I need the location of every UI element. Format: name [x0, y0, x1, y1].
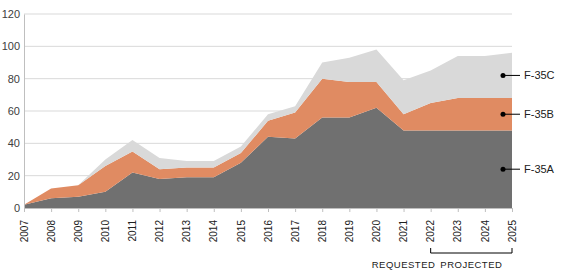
tick-label: 2015: [236, 220, 247, 243]
tick: 2019: [344, 208, 355, 242]
y-axis: 0 20 40 60 80 100 120: [2, 8, 25, 214]
tick-mark: [160, 208, 161, 212]
tick-label: 2019: [344, 220, 355, 243]
tick-label: 40: [8, 137, 20, 149]
bracket: [431, 248, 512, 253]
tick: 100: [2, 40, 24, 52]
annotation: PROJECTED: [440, 259, 502, 270]
legend-dot: [501, 167, 506, 172]
legend-leader: [503, 75, 520, 76]
tick-mark: [214, 208, 215, 212]
legend-item: F-35A: [501, 163, 555, 175]
tick: 40: [8, 137, 24, 149]
axis-line: [24, 15, 25, 209]
tick-label: 2023: [452, 220, 463, 243]
tick-mark: [404, 208, 405, 212]
tick-mark: [295, 208, 296, 212]
tick-label: 2013: [181, 220, 192, 243]
area: [24, 50, 512, 205]
tick: 2009: [73, 208, 84, 242]
tick: 2015: [236, 208, 247, 242]
tick-label: 2009: [73, 220, 84, 243]
tick: 2014: [208, 208, 219, 242]
tick: 2007: [19, 208, 30, 242]
tick-mark: [376, 208, 377, 212]
tick-label: 2007: [19, 220, 30, 243]
tick-mark: [431, 208, 432, 212]
chart: 0204060801001202007200820092010201120122…: [0, 0, 576, 274]
tick: 2017: [290, 208, 301, 242]
tick-mark: [78, 208, 79, 212]
tick: 2024: [480, 208, 491, 242]
tick: 2010: [100, 208, 111, 242]
tick: 2012: [154, 208, 165, 242]
tick-mark: [132, 208, 133, 212]
legend-dot: [501, 112, 506, 117]
tick-label: 60: [8, 105, 20, 117]
annotation: REQUESTED: [372, 259, 436, 270]
tick-label: 2022: [425, 220, 436, 243]
tick-label: 2011: [127, 220, 138, 242]
tick-label: 2012: [154, 220, 165, 243]
tick: 2008: [46, 208, 57, 242]
tick-label: 0: [14, 202, 20, 214]
tick-mark: [241, 208, 242, 212]
annotations: REQUESTED PROJECTED: [372, 248, 512, 270]
tick-label: 2020: [371, 220, 382, 243]
tick-label: 2024: [480, 220, 491, 243]
tick-label: 20: [8, 170, 20, 182]
tick-mark: [51, 208, 52, 212]
tick: 2025: [507, 208, 518, 242]
tick: 120: [2, 8, 24, 20]
tick-mark: [187, 208, 188, 212]
tick-mark: [322, 208, 323, 212]
tick-mark: [349, 208, 350, 212]
grid-line: [24, 46, 512, 47]
tick: 2023: [452, 208, 463, 242]
tick: 20: [8, 170, 24, 182]
tick-mark: [485, 208, 486, 212]
tick: 2021: [398, 208, 409, 242]
tick: 2013: [181, 208, 192, 242]
legend-dot: [501, 73, 506, 78]
legend-leader: [503, 169, 520, 170]
axis-line: [25, 209, 513, 213]
tick-mark: [458, 208, 459, 212]
tick-mark: [24, 208, 25, 212]
tick-label: 80: [8, 73, 20, 85]
tick-label: 2017: [290, 220, 301, 243]
tick-label: 100: [2, 40, 20, 52]
tick-label: 2016: [263, 220, 274, 243]
tick: 2016: [263, 208, 274, 242]
legend-label: F-35B: [524, 108, 554, 120]
tick-mark: [105, 208, 106, 212]
tick-label: 2018: [317, 220, 328, 243]
tick-label: 2014: [208, 220, 219, 243]
tick-label: 2010: [100, 220, 111, 243]
legend-label: F-35A: [524, 163, 555, 175]
tick: 60: [8, 105, 24, 117]
tick-label: 2008: [46, 220, 57, 243]
legend: F-35A F-35B F-35C: [501, 69, 555, 175]
legend-item: F-35C: [501, 69, 555, 81]
tick: 0: [14, 202, 24, 214]
legend-label: F-35C: [524, 69, 555, 81]
legend-item: F-35B: [501, 108, 554, 120]
x-axis: 2007 2008 2009 2010 2011 2012 2013 2014 2015 2016…: [19, 208, 518, 242]
grid: [24, 14, 512, 208]
tick: 2018: [317, 208, 328, 242]
legend-leader: [503, 114, 520, 115]
tick-mark: [268, 208, 269, 212]
tick: 80: [8, 73, 24, 85]
grid-line: [24, 14, 512, 15]
tick-label: 2021: [398, 220, 409, 243]
tick: 2022: [425, 208, 436, 242]
areas: [24, 50, 512, 208]
tick: 2020: [371, 208, 382, 242]
tick-label: 2025: [507, 220, 518, 243]
tick: 2011: [127, 208, 138, 242]
tick-mark: [512, 208, 513, 212]
tick-label: 120: [2, 8, 20, 20]
